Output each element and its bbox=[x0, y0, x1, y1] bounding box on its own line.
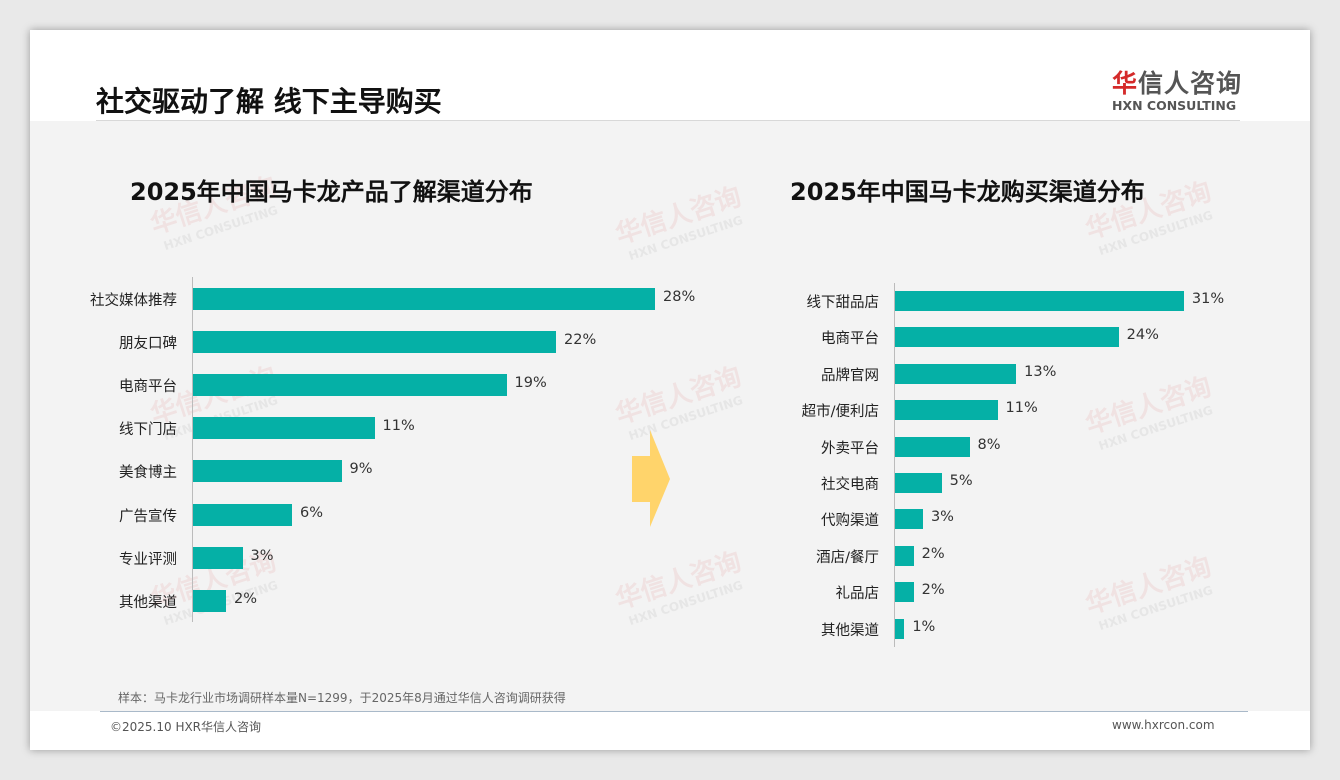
category-label: 专业评测 bbox=[119, 551, 177, 568]
category-label: 礼品店 bbox=[835, 586, 880, 603]
title-divider bbox=[96, 120, 1240, 121]
bar bbox=[193, 546, 243, 569]
bar bbox=[895, 582, 914, 603]
bar bbox=[193, 331, 556, 354]
category-label: 其他渠道 bbox=[119, 594, 177, 611]
sample-note: 样本：马卡龙行业市场调研样本量N=1299，于2025年8月通过华信人咨询调研获… bbox=[118, 691, 566, 705]
category-label: 线下甜品店 bbox=[806, 295, 880, 311]
bar bbox=[895, 618, 905, 639]
bar bbox=[895, 363, 1017, 384]
bar bbox=[895, 545, 914, 566]
bar bbox=[895, 327, 1119, 348]
content-panel bbox=[30, 121, 1310, 711]
logo-en: HXN CONSULTING bbox=[1112, 98, 1237, 113]
chart-title-right: 2025年中国马卡龙购买渠道分布 bbox=[790, 178, 1145, 206]
bar bbox=[193, 288, 655, 310]
category-label: 品牌官网 bbox=[821, 367, 879, 384]
data-label: 1% bbox=[912, 618, 936, 635]
category-label: 社交媒体推荐 bbox=[90, 293, 177, 309]
bar bbox=[895, 473, 942, 493]
bar bbox=[895, 291, 1184, 311]
category-label: 广告宣传 bbox=[119, 508, 177, 525]
bar bbox=[193, 589, 226, 612]
data-label: 6% bbox=[300, 504, 324, 521]
chart-title-left: 2025年中国马卡龙产品了解渠道分布 bbox=[130, 178, 533, 206]
category-label: 电商平台 bbox=[119, 379, 177, 396]
logo: 华信人咨询 HXN CONSULTING bbox=[1112, 64, 1242, 113]
data-label: 11% bbox=[382, 418, 415, 435]
y-axis-line bbox=[894, 282, 895, 647]
bar bbox=[193, 417, 375, 440]
data-label: 2% bbox=[921, 582, 945, 599]
category-label: 超市/便利店 bbox=[801, 404, 879, 421]
arrow-icon bbox=[632, 430, 670, 527]
bar bbox=[895, 400, 998, 421]
bar bbox=[895, 509, 923, 530]
data-label: 3% bbox=[930, 509, 954, 526]
category-label: 其他渠道 bbox=[821, 622, 879, 639]
logo-cn: 信人咨询 bbox=[1138, 69, 1243, 98]
data-label: 28% bbox=[663, 289, 696, 305]
bar bbox=[193, 460, 342, 483]
y-axis-line bbox=[192, 277, 193, 623]
category-label: 线下门店 bbox=[119, 422, 177, 439]
page-title: 社交驱动了解 线下主导购买 bbox=[96, 85, 442, 118]
data-label: 11% bbox=[1005, 400, 1038, 417]
data-label: 5% bbox=[949, 473, 973, 489]
data-label: 3% bbox=[250, 547, 274, 564]
data-label: 2% bbox=[234, 590, 258, 607]
footer-copyright: ©2025.10 HXR华信人咨询 bbox=[110, 720, 262, 734]
data-label: 9% bbox=[349, 461, 373, 478]
data-label: 8% bbox=[977, 436, 1001, 453]
footer-website[interactable]: www.hxrcon.com bbox=[1112, 718, 1215, 732]
bar bbox=[895, 436, 970, 457]
data-label: 22% bbox=[564, 332, 597, 349]
data-label: 31% bbox=[1191, 291, 1225, 307]
logo-cn-red: 华 bbox=[1112, 69, 1139, 98]
data-label: 24% bbox=[1126, 327, 1159, 344]
category-label: 代购渠道 bbox=[821, 513, 879, 530]
data-label: 19% bbox=[514, 375, 547, 392]
category-label: 社交电商 bbox=[821, 477, 879, 493]
category-label: 外卖平台 bbox=[821, 440, 879, 457]
category-label: 朋友口碑 bbox=[119, 336, 177, 353]
bar bbox=[193, 374, 507, 397]
category-label: 美食博主 bbox=[119, 465, 177, 482]
data-label: 2% bbox=[921, 545, 945, 562]
bar bbox=[193, 503, 292, 526]
footer-divider bbox=[100, 711, 1248, 712]
category-label: 酒店/餐厅 bbox=[816, 549, 879, 566]
category-label: 电商平台 bbox=[821, 331, 879, 348]
data-label: 13% bbox=[1024, 363, 1057, 380]
